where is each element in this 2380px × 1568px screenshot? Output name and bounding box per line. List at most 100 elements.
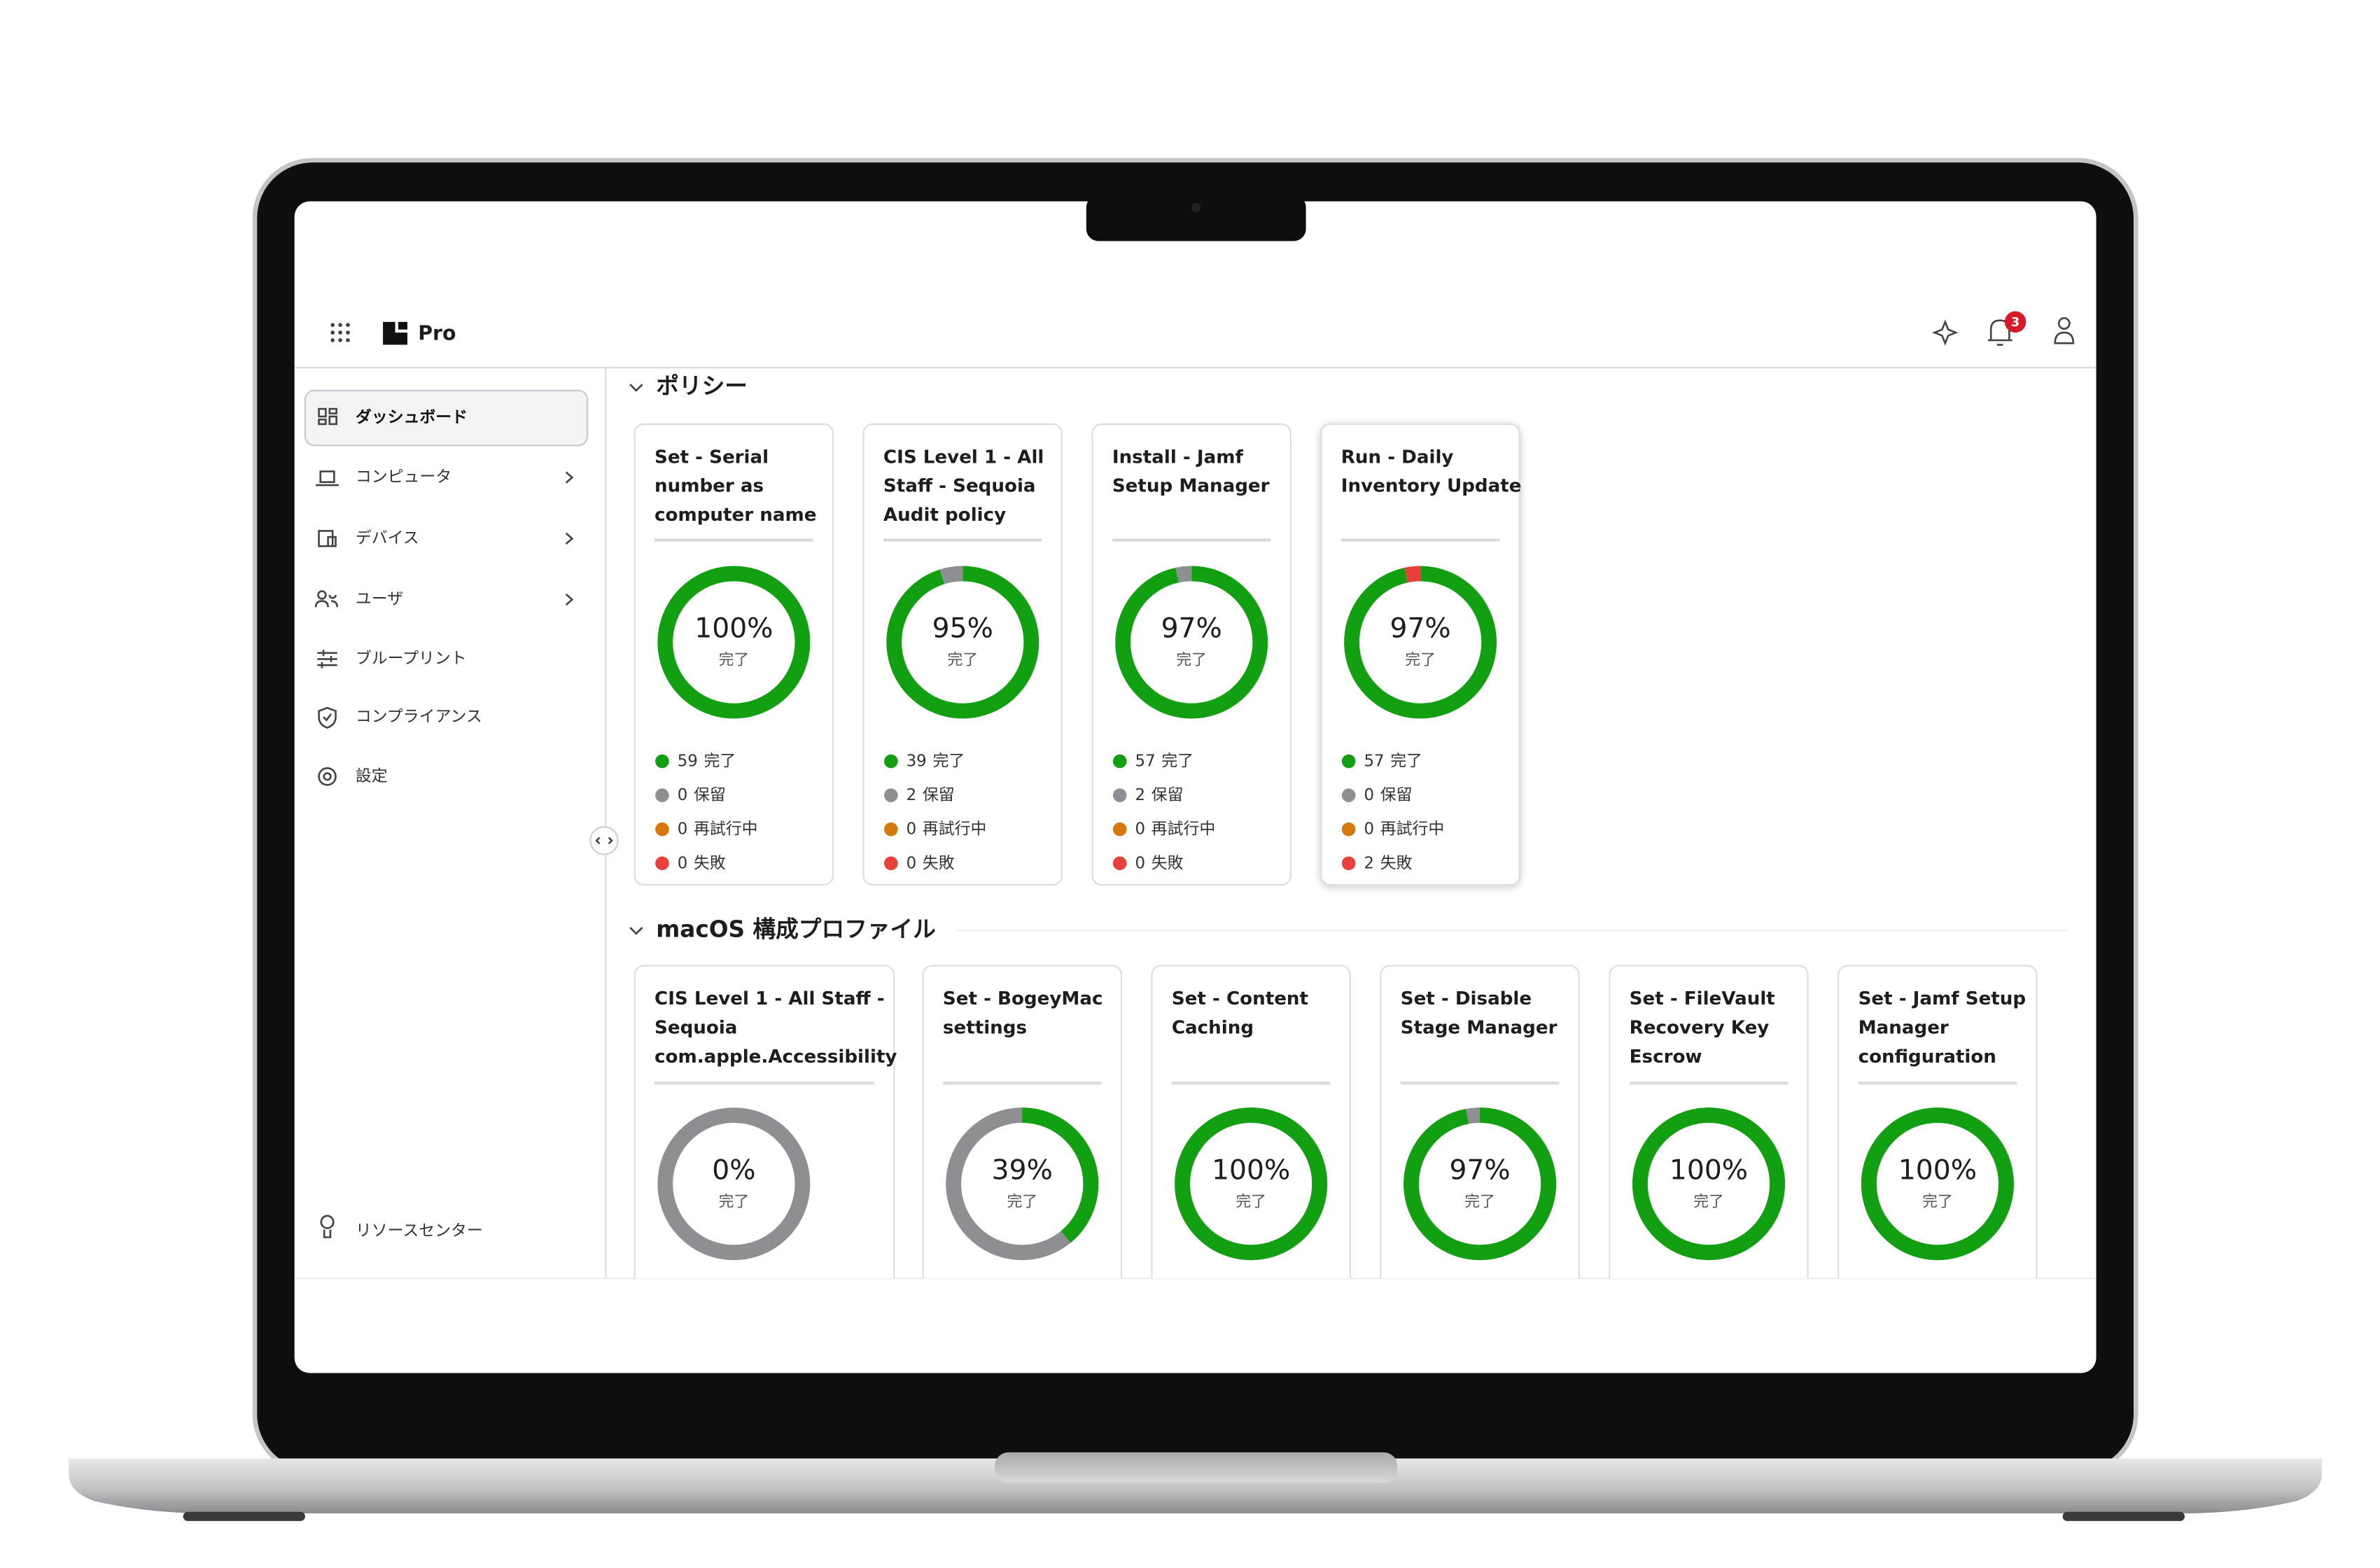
legend-dot xyxy=(655,754,669,769)
legend-label: 保留 xyxy=(694,786,726,804)
legend-entry: 0 再試行中 xyxy=(906,820,987,838)
status-card[interactable]: Set - Content Caching 100% 完了 xyxy=(1151,965,1351,1363)
legend-count: 0 xyxy=(1135,854,1146,872)
donut-segment xyxy=(1175,1107,1328,1261)
legend-label: 再試行中 xyxy=(1152,820,1216,838)
card-title: Manager xyxy=(1858,1017,1949,1038)
status-card[interactable]: CIS Level 1 - All Staff - Sequoia Audit po… xyxy=(862,423,1063,886)
card-title: CIS Level 1 - All xyxy=(883,447,1044,468)
section-title: ポリシー xyxy=(656,373,748,400)
status-card[interactable]: Set - BogeyMac settings 39% 完了 xyxy=(922,965,1123,1363)
legend-entry: 2 失敗 xyxy=(1364,854,1412,872)
donut-percent: 100% xyxy=(694,613,773,645)
status-card[interactable]: Install - Jamf Setup Manager 97% 完了 57 完了 2 保留 0… xyxy=(1091,423,1292,886)
card-title: Caching xyxy=(1172,1017,1254,1038)
collapse-button[interactable] xyxy=(589,826,619,855)
sidebar-item[interactable]: ダッシュボード xyxy=(356,408,468,427)
status-card[interactable]: CIS Level 1 - All Staff - Sequoia com.appl… xyxy=(634,965,897,1363)
legend-label: 保留 xyxy=(1152,786,1184,804)
donut-segment xyxy=(1344,566,1497,719)
card-title: Run - Daily xyxy=(1341,447,1454,468)
section-chevron[interactable] xyxy=(629,927,643,935)
donut-percent: 100% xyxy=(1670,1154,1748,1186)
status-card[interactable]: Set - Disable Stage Manager 97% 完了 xyxy=(1380,965,1580,1363)
card-title: Staff - Sequoia xyxy=(883,476,1036,497)
sidebar-icons xyxy=(314,407,339,1238)
foot xyxy=(183,1511,305,1521)
card-title: number as xyxy=(654,476,764,497)
donut-caption: 完了 xyxy=(1922,1193,1953,1210)
status-card[interactable]: Set - Jamf Setup Manager configuration 100%… xyxy=(1837,965,2038,1363)
legend-count: 0 xyxy=(678,854,688,872)
legend-dot xyxy=(1341,754,1356,769)
donut-percent: 97% xyxy=(1450,1154,1511,1186)
donut-percent: 97% xyxy=(1161,613,1222,645)
legend-dot xyxy=(1341,788,1356,802)
card-title: Inventory Update xyxy=(1341,476,1522,497)
sidebar-item[interactable]: デバイス xyxy=(356,529,419,547)
legend-dot xyxy=(884,754,898,769)
donut-caption: 完了 xyxy=(1007,1193,1037,1210)
legend-dot xyxy=(884,856,898,871)
product-name: Pro xyxy=(418,321,456,344)
sidebar-item[interactable]: ブループリント xyxy=(356,650,467,668)
apps-menu-icon[interactable] xyxy=(330,323,350,342)
notification-badge xyxy=(2004,311,2026,333)
sidebar-item[interactable]: 設定 xyxy=(356,767,388,785)
card-title: Audit policy xyxy=(883,505,1006,526)
card-title: Recovery Key xyxy=(1630,1017,1770,1038)
card-title: Sequoia xyxy=(654,1017,737,1038)
legend-entry: 0 失敗 xyxy=(906,854,955,872)
legend-dot xyxy=(655,856,669,871)
legend-entry: 0 再試行中 xyxy=(1364,820,1444,838)
legend-entry: 0 再試行中 xyxy=(1135,820,1216,838)
sidebar-item[interactable]: コンピュータ xyxy=(356,468,451,486)
legend-label: 完了 xyxy=(704,752,736,770)
legend-dot xyxy=(655,788,669,802)
donut-segment xyxy=(1404,1107,1557,1261)
card-title: configuration xyxy=(1858,1046,1996,1068)
app-header: Pro 3 xyxy=(330,311,2075,346)
legend-count: 2 xyxy=(906,786,917,804)
collapse-icon xyxy=(595,836,613,845)
donut-caption: 完了 xyxy=(1236,1193,1266,1210)
legend-dot xyxy=(884,788,898,802)
donut-percent: 39% xyxy=(992,1154,1053,1186)
ai-assistant-icon[interactable] xyxy=(1932,319,1959,346)
content: ポリシー macOS 構成プロファイル Set - Serial number as c… xyxy=(629,373,2068,1363)
status-card[interactable]: Set - Serial number as computer name 100% 完了… xyxy=(634,423,834,886)
legend-count: 0 xyxy=(678,820,688,838)
section-chevron[interactable] xyxy=(629,384,643,392)
legend-label: 失敗 xyxy=(923,854,955,872)
expand-chevron xyxy=(565,593,574,606)
sidebar-item[interactable]: ユーザ xyxy=(356,590,403,608)
legend-dot xyxy=(1341,856,1356,871)
legend-entry: 0 保留 xyxy=(1364,786,1412,804)
legend-entry: 2 保留 xyxy=(1135,786,1184,804)
base-notch xyxy=(995,1452,1398,1483)
sidebar-item[interactable]: コンプライアンス xyxy=(356,708,482,726)
donut-segment xyxy=(1632,1107,1785,1261)
account-icon[interactable] xyxy=(2054,317,2075,344)
card-title: Install - Jamf xyxy=(1112,447,1244,468)
legend-count: 0 xyxy=(1135,820,1146,838)
sidebar-footer-item[interactable]: リソースセンター xyxy=(356,1222,483,1240)
legend-entry: 39 完了 xyxy=(906,752,965,770)
card-title: settings xyxy=(943,1017,1027,1038)
legend-label: 完了 xyxy=(1161,752,1194,770)
legend-label: 再試行中 xyxy=(1380,820,1445,838)
legend-label: 再試行中 xyxy=(923,820,987,838)
legend-label: 失敗 xyxy=(1152,854,1184,872)
status-card[interactable]: Set - FileVault Recovery Key Escrow 100% 完了 xyxy=(1609,965,1809,1363)
donut-segment xyxy=(946,1107,1099,1261)
legend-label: 失敗 xyxy=(1380,854,1413,872)
legend-label: 保留 xyxy=(923,786,955,804)
donut-percent: 100% xyxy=(1898,1154,1977,1186)
legend-entry: 59 完了 xyxy=(678,752,736,770)
logo[interactable] xyxy=(383,321,407,345)
legend-entry: 0 失敗 xyxy=(678,854,726,872)
donut-segment xyxy=(1115,566,1268,719)
legend-dot xyxy=(655,822,669,836)
